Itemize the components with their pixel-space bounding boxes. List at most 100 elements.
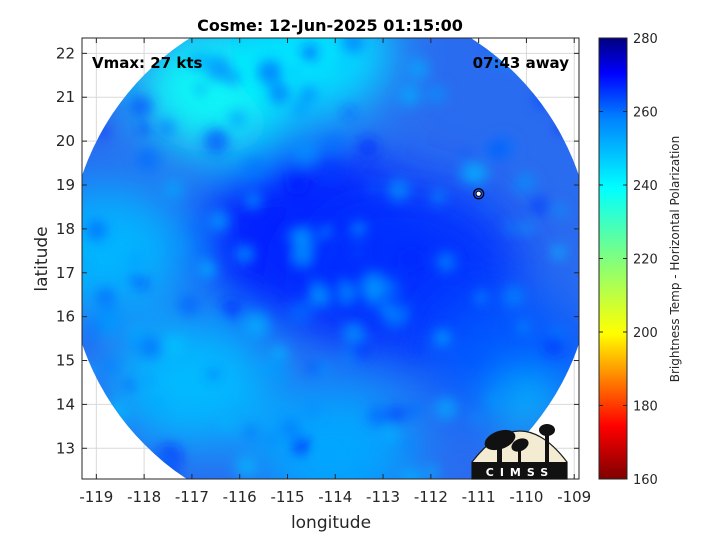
texture-speck [165, 335, 185, 355]
texture-speck [221, 418, 234, 431]
texture-speck [319, 225, 332, 238]
colorbar-tick-label: 220 [633, 253, 658, 268]
y-tick-label: 17 [56, 264, 75, 282]
texture-speck [245, 427, 257, 439]
texture-speck [130, 95, 153, 118]
x-tick-label: -115 [270, 488, 304, 506]
storm-center-marker [472, 188, 485, 200]
texture-speck [235, 456, 257, 478]
vmax-annotation: Vmax: 27 kts [92, 54, 202, 72]
x-tick-label: -119 [79, 488, 113, 506]
texture-speck [221, 298, 243, 319]
texture-speck [137, 122, 151, 136]
texture-speck [324, 285, 347, 308]
texture-speck [162, 178, 185, 200]
texture-speck [460, 343, 485, 369]
texture-speck [467, 163, 489, 185]
colorbar [598, 37, 628, 480]
texture-speck [213, 318, 225, 329]
texture-speck [520, 222, 532, 234]
texture-speck [343, 107, 355, 118]
texture-speck [264, 432, 278, 446]
texture-speck [322, 133, 344, 156]
texture-speck [337, 55, 352, 71]
colorbar-label: Brightness Temp - Horizontal Polarizatio… [668, 136, 682, 383]
texture-speck [245, 192, 262, 209]
texture-speck [187, 54, 203, 70]
texture-speck [517, 320, 530, 334]
y-tick-label: 20 [56, 132, 75, 150]
texture-speck [178, 294, 200, 317]
texture-speck [433, 329, 451, 347]
texture-speck [407, 58, 430, 80]
texture-speck [551, 244, 567, 260]
y-tick-label: 19 [56, 176, 75, 194]
texture-speck [425, 465, 440, 479]
x-tick-label: -113 [366, 488, 400, 506]
texture-speck [357, 136, 379, 158]
region-east-spot [502, 385, 551, 424]
colorbar-ticks: 160 180 200 220 240 260 280 [599, 32, 658, 488]
texture-speck [306, 361, 320, 375]
texture-speck [387, 405, 406, 424]
texture-speck [505, 222, 516, 234]
texture-speck [314, 359, 332, 378]
colorbar-tick-label: 240 [633, 179, 658, 194]
texture-speck [86, 220, 107, 241]
texture-speck [400, 248, 422, 270]
texture-speck [552, 203, 567, 218]
texture-speck [255, 362, 267, 374]
logo-text: CIMSS [486, 466, 554, 479]
texture-speck [309, 279, 321, 290]
texture-speck [244, 312, 270, 337]
texture-speck [487, 140, 507, 159]
texture-speck [341, 38, 365, 54]
texture-speck [136, 277, 148, 289]
swath-texture [82, 38, 579, 479]
x-tick-label: -110 [509, 488, 543, 506]
texture-speck [486, 392, 503, 409]
y-tick-label: 13 [56, 439, 75, 457]
texture-speck [529, 195, 550, 217]
texture-speck [514, 171, 536, 194]
x-tick-label: -114 [318, 488, 352, 506]
texture-speck [224, 38, 233, 43]
texture-speck [189, 224, 200, 235]
texture-speck [135, 147, 162, 173]
texture-speck [387, 179, 410, 202]
texture-speck [94, 311, 121, 337]
colorbar-tick-label: 180 [633, 400, 658, 415]
texture-speck [402, 439, 415, 452]
texture-speck [383, 428, 397, 442]
texture-speck [289, 67, 302, 79]
texture-speck [502, 285, 525, 308]
x-tick-label: -109 [557, 488, 591, 506]
x-tick-label: -111 [462, 488, 496, 506]
texture-speck [290, 243, 315, 268]
texture-speck [431, 189, 446, 205]
colorbar-tick-label: 280 [633, 32, 658, 47]
texture-speck [403, 405, 415, 417]
texture-speck [268, 83, 290, 104]
y-tick-label: 21 [56, 88, 75, 106]
texture-speck [375, 276, 400, 301]
texture-speck [196, 242, 209, 255]
texture-speck [101, 356, 120, 375]
texture-speck [543, 335, 564, 356]
y-tick-label: 16 [56, 308, 75, 326]
texture-speck [257, 59, 283, 85]
texture-speck [290, 165, 300, 175]
texture-speck [392, 299, 402, 310]
texture-speck [300, 93, 311, 103]
texture-speck [280, 418, 301, 439]
texture-speck [200, 260, 211, 272]
texture-speck [292, 101, 309, 118]
texture-speck [350, 244, 365, 259]
chart-title: Cosme: 12-Jun-2025 01:15:00 [197, 16, 463, 35]
texture-speck [404, 468, 425, 479]
texture-speck [350, 461, 365, 476]
texture-speck [206, 56, 232, 82]
texture-speck [305, 403, 319, 417]
colorbar-tick-label: 260 [633, 106, 658, 121]
texture-speck [242, 157, 265, 180]
